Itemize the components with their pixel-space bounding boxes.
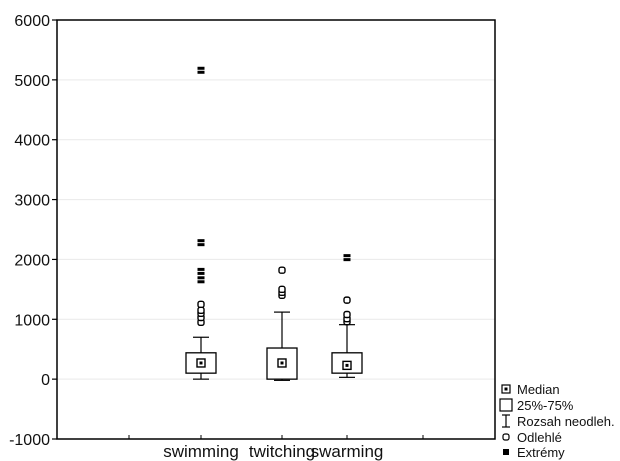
- legend-label-outlier: Odlehlé: [517, 430, 562, 445]
- legend-item-outlier: Odlehlé: [502, 430, 562, 445]
- legend-item-median: Median: [501, 382, 560, 397]
- legend-label-whisker: Rozsah neodleh.: [517, 414, 615, 429]
- legend-item-whisker: Rozsah neodleh.: [502, 414, 615, 429]
- legend-item-extreme: Extrémy: [503, 445, 565, 460]
- grid-lines: [57, 79, 495, 380]
- legend-label-extreme: Extrémy: [517, 445, 565, 460]
- category-label-swimming: swimming: [163, 442, 239, 461]
- outlier-point: [278, 266, 286, 274]
- y-tick-label: 5000: [14, 73, 50, 90]
- median-marker-dot: [280, 361, 284, 365]
- legend-median-icon-dot: [504, 387, 508, 391]
- box-group-swarming: [331, 254, 363, 378]
- median-marker-dot: [345, 363, 349, 367]
- box-group-twitching: [266, 266, 298, 381]
- legend-item-box: 25%-75%: [499, 398, 574, 413]
- plot-area-frame: [56, 19, 496, 440]
- outlier-point: [343, 296, 351, 304]
- box-group-swimming: [185, 66, 217, 380]
- y-tick-label: 4000: [14, 133, 50, 150]
- outlier-point: [278, 285, 286, 294]
- legend-label-median: Median: [517, 382, 560, 397]
- legend-outlier-icon: [502, 433, 510, 441]
- y-tick-label: 0: [41, 372, 50, 389]
- y-tick-label: 6000: [14, 13, 50, 30]
- outlier-point: [343, 310, 351, 319]
- y-tick-label: 2000: [14, 252, 50, 269]
- category-label-twitching: twitching: [249, 442, 315, 461]
- y-tick-label: 1000: [14, 312, 50, 329]
- axes: -1000 0 1000 2000 3000 4000 5000 6000 swimming tw…: [9, 13, 424, 461]
- category-label-swarming: swarming: [311, 442, 384, 461]
- box-plot-marks: [185, 66, 363, 381]
- legend-box-icon: [499, 398, 513, 412]
- outlier-point: [197, 300, 205, 309]
- y-tick-label: 3000: [14, 193, 50, 210]
- median-marker-dot: [199, 361, 203, 365]
- legend-extreme-icon: [503, 449, 509, 455]
- outlier-point: [197, 306, 205, 315]
- legend-label-box: 25%-75%: [517, 398, 574, 413]
- y-tick-label: -1000: [9, 432, 50, 449]
